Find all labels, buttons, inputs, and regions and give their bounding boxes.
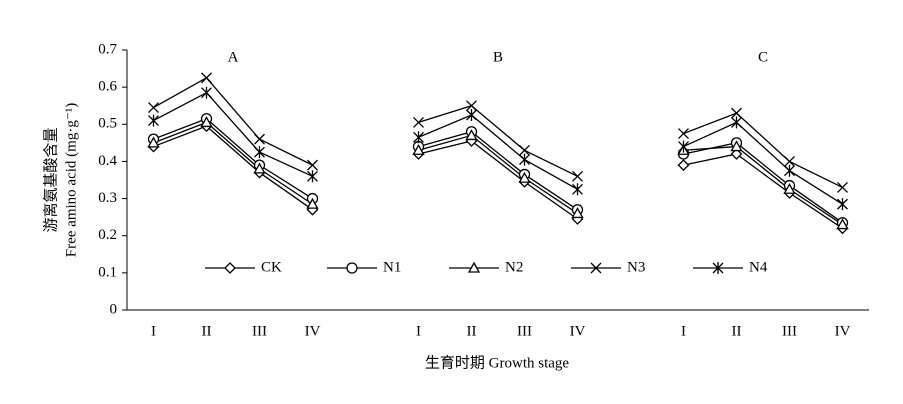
legend-label: N4: [749, 259, 768, 275]
data-point: [519, 144, 530, 156]
y-tick-label: 0.4: [98, 153, 117, 169]
data-point: [572, 183, 583, 196]
series-line: [153, 121, 843, 226]
data-point: [465, 129, 478, 141]
y-tick-label: 0.2: [98, 227, 117, 243]
y-axis-label: 游离氨基酸含量: [42, 127, 59, 232]
data-point: [837, 198, 848, 211]
data-point: [784, 155, 795, 167]
series-line: [153, 77, 843, 189]
data-point: [148, 102, 159, 114]
legend-marker: [346, 262, 358, 274]
data-point: [730, 140, 743, 152]
series-line: [153, 91, 843, 205]
y-tick-label: 0: [110, 301, 118, 317]
y-tick-label: 0.1: [98, 264, 117, 280]
legend-label: N3: [627, 259, 645, 275]
legend-label: N2: [505, 259, 523, 275]
series-line: [153, 125, 843, 229]
data-point: [253, 162, 266, 174]
data-point: [413, 116, 424, 128]
x-tick-label: III: [517, 323, 532, 339]
x-tick-label: II: [467, 323, 477, 339]
data-point: [466, 100, 477, 112]
x-tick-label: I: [681, 323, 686, 339]
x-tick-label: III: [252, 323, 267, 339]
data-point: [254, 133, 265, 145]
data-point: [307, 170, 318, 183]
data-point: [678, 128, 689, 140]
data-point: [518, 171, 531, 183]
data-point: [254, 146, 265, 159]
data-point: [836, 218, 849, 230]
data-point: [519, 153, 530, 166]
data-point: [148, 114, 159, 127]
y-tick-label: 0.5: [98, 116, 117, 132]
x-tick-label: II: [732, 323, 742, 339]
legend-label: CK: [261, 259, 282, 275]
data-point: [678, 140, 689, 153]
legend-marker: [467, 261, 481, 273]
y-tick-label: 0.7: [98, 41, 117, 57]
data-point: [307, 159, 318, 171]
data-point: [413, 131, 424, 144]
data-point: [201, 86, 212, 99]
y-tick-label: 0.6: [98, 79, 117, 95]
x-tick-label: IV: [570, 323, 586, 339]
y-tick-label: 0.3: [98, 190, 117, 206]
x-axis-label: 生育时期 Growth stage: [425, 354, 569, 371]
data-point: [731, 116, 742, 129]
panel-label: A: [228, 49, 239, 65]
legend-marker: [712, 262, 724, 274]
data-point: [837, 181, 848, 193]
x-tick-label: I: [151, 323, 156, 339]
legend-label: N1: [383, 259, 401, 275]
legend-marker: [224, 262, 236, 274]
data-point: [783, 182, 796, 194]
data-point: [147, 136, 160, 148]
data-point: [201, 72, 212, 84]
data-point: [306, 197, 319, 209]
data-point: [571, 207, 584, 219]
x-tick-label: III: [782, 323, 797, 339]
panel-label: B: [493, 49, 503, 65]
panel-label: C: [758, 49, 768, 65]
data-point: [731, 107, 742, 119]
data-point: [572, 170, 583, 182]
x-tick-label: I: [416, 323, 421, 339]
data-point: [677, 159, 690, 172]
data-point: [730, 148, 743, 160]
x-tick-label: IV: [835, 323, 851, 339]
data-point: [200, 116, 213, 128]
legend-marker: [590, 262, 602, 274]
x-tick-label: IV: [305, 323, 321, 339]
x-tick-label: II: [202, 323, 212, 339]
data-point: [784, 164, 795, 177]
y-axis-label: Free amino acid (mg·g⁻¹): [63, 103, 79, 257]
data-point: [412, 143, 425, 155]
data-point: [466, 109, 477, 121]
